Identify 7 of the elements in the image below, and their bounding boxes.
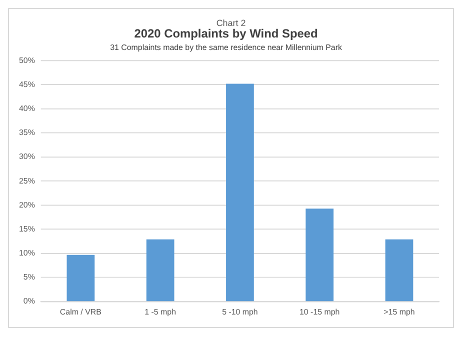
bar: [146, 239, 174, 302]
bar: [226, 84, 254, 302]
chart-title: 2020 Complaints by Wind Speed: [134, 26, 318, 40]
bar: [385, 239, 414, 302]
bar: [66, 254, 95, 302]
caption: Chart 2: [216, 18, 246, 28]
bar: [306, 208, 334, 302]
